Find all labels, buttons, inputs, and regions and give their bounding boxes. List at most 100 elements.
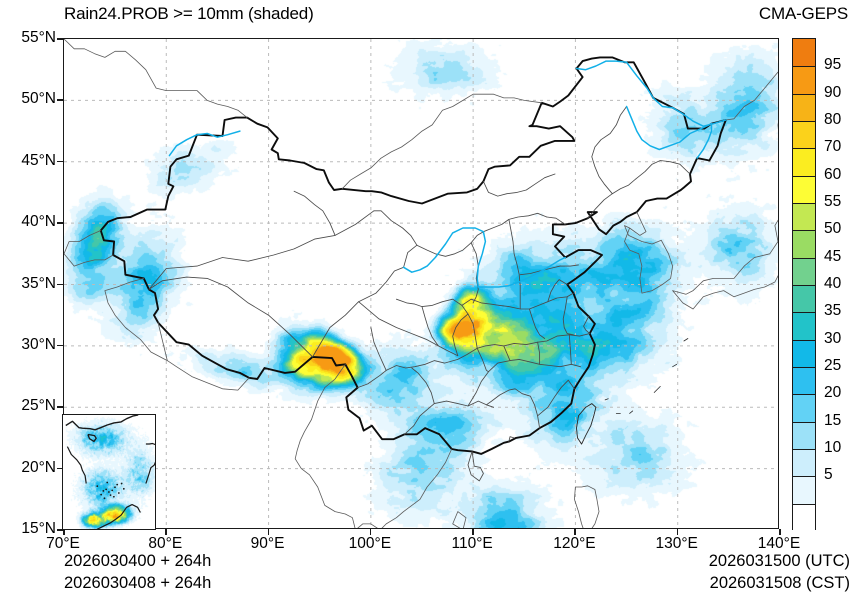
colorbar-band	[793, 175, 815, 204]
x-axis-tick	[267, 529, 270, 535]
island-marker	[120, 482, 123, 485]
colorbar-band	[793, 394, 815, 423]
x-axis-tick	[779, 529, 781, 535]
colorbar-tick-label: 30	[824, 329, 842, 347]
colorbar-tick-label: 95	[824, 56, 842, 74]
y-axis-tick-label: 40°N	[21, 213, 56, 231]
colorbar-tick-label: 55	[824, 193, 842, 210]
x-axis-tick-label: 100°E	[348, 535, 392, 552]
y-axis-tick-label: 50°N	[21, 90, 56, 108]
colorbar-band	[793, 476, 815, 505]
x-axis-tick-label: 140°E	[757, 535, 801, 552]
colorbar-band	[793, 257, 815, 286]
colorbar-band	[793, 39, 815, 67]
island-marker	[102, 490, 105, 492]
x-axis-tick	[63, 529, 65, 535]
colorbar-divider	[793, 312, 815, 314]
colorbar-tick-label: 45	[824, 247, 842, 265]
colorbar-divider	[793, 257, 815, 259]
precipitation-probability-field	[64, 39, 778, 528]
island-marker	[109, 494, 112, 497]
init-time-utc: 2026030400 + 264h	[64, 552, 212, 570]
colorbar-tick-label: 70	[824, 138, 842, 156]
colorbar-divider	[793, 476, 815, 478]
x-axis-tick-label: 110°E	[451, 535, 493, 552]
philippines-coast	[145, 442, 155, 484]
y-axis-tick	[57, 344, 63, 347]
x-axis-tick	[165, 529, 167, 535]
vietnam-coast	[66, 446, 87, 484]
inset-overlay-layer	[65, 415, 155, 529]
y-axis-tick-label: 20°N	[21, 458, 56, 476]
x-axis-tick-label: 90°E	[250, 535, 285, 552]
colorbar-divider	[793, 148, 815, 150]
x-axis-tick	[369, 529, 372, 535]
colorbar-tick-label: 40	[824, 275, 842, 292]
colorbar-band	[793, 449, 815, 477]
y-axis-tick-label: 35°N	[21, 274, 56, 292]
island-marker	[107, 491, 110, 493]
colorbar-tick-label: 25	[824, 357, 842, 374]
colorbar-tick-label: 5	[824, 466, 833, 484]
colorbar-divider	[793, 367, 815, 368]
colorbar-band	[793, 312, 815, 341]
y-axis-tick-label: 15°N	[21, 520, 56, 537]
x-axis-tick	[574, 529, 577, 535]
colorbar-divider	[793, 121, 815, 122]
colorbar-band	[793, 367, 815, 395]
valid-time-utc: 2026031500 (UTC)	[708, 552, 850, 570]
colorbar-divider	[793, 339, 815, 341]
y-axis-tick	[57, 99, 63, 101]
y-axis-tick	[57, 283, 63, 286]
y-axis-tick	[57, 160, 63, 163]
y-axis-tick	[57, 38, 63, 40]
x-axis-tick	[472, 529, 474, 535]
colorbar-tick-label: 15	[824, 411, 842, 429]
colorbar-tick-label: 80	[824, 111, 842, 128]
island-marker	[117, 492, 120, 494]
chart-title: Rain24.PROB >= 10mm (shaded)	[64, 4, 314, 23]
mainland-coast	[65, 415, 139, 431]
colorbar-divider	[793, 421, 815, 423]
colorbar-divider	[793, 285, 815, 286]
y-axis-tick	[57, 529, 63, 531]
colorbar-band	[793, 148, 815, 177]
colorbar-tick-label: 10	[824, 439, 842, 456]
colorbar-divider	[793, 503, 815, 505]
colorbar-band	[793, 121, 815, 149]
island-marker	[111, 489, 114, 492]
colorbar-band	[793, 93, 815, 122]
colorbar-band	[793, 503, 815, 532]
colorbar-divider	[793, 93, 815, 95]
island-marker	[112, 495, 115, 498]
x-axis-tick-label: 80°E	[148, 535, 183, 552]
colorbar-tick-label: 50	[824, 220, 842, 238]
map-plot-area	[63, 38, 779, 529]
y-axis-tick	[57, 467, 63, 470]
hainan-outline	[87, 433, 97, 443]
valid-time-cst: 2026031508 (CST)	[709, 574, 850, 592]
island-marker	[116, 483, 119, 486]
island-marker	[114, 486, 116, 489]
island-marker	[106, 481, 109, 484]
colorbar-band	[793, 421, 815, 450]
colorbar-band	[793, 285, 815, 313]
colorbar-divider	[793, 230, 815, 232]
colorbar-divider	[793, 175, 815, 177]
colorbar-tick-label: 90	[824, 83, 842, 101]
y-axis-tick-label: 55°N	[21, 29, 56, 46]
island-marker	[100, 493, 103, 496]
colorbar-tick-label: 20	[824, 384, 842, 402]
y-axis-tick-label: 45°N	[21, 151, 56, 169]
y-axis-tick-label: 30°N	[21, 335, 56, 353]
x-axis-tick-label: 70°E	[46, 535, 80, 552]
borneo-coast	[96, 503, 141, 529]
x-axis-tick-label: 120°E	[553, 535, 596, 552]
init-time-cst: 2026030408 + 264h	[64, 574, 212, 592]
y-axis-tick	[57, 406, 63, 408]
y-axis-tick	[57, 222, 63, 224]
colorbar-tick-label: 35	[824, 302, 842, 320]
x-axis-tick	[676, 529, 679, 535]
colorbar-divider	[793, 66, 815, 68]
